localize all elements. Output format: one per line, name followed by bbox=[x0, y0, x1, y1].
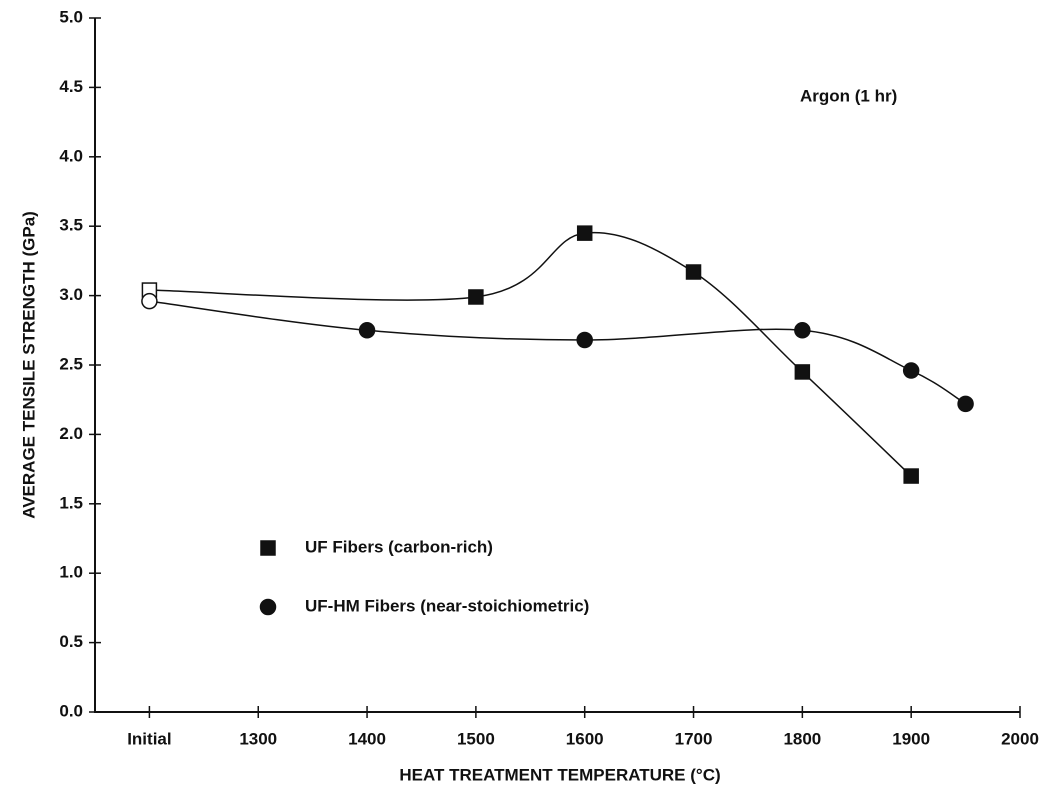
y-tick-label: 0.5 bbox=[59, 632, 83, 651]
fit-curve bbox=[149, 231, 912, 477]
legend-marker bbox=[260, 540, 276, 556]
y-tick-label: 3.0 bbox=[59, 285, 83, 304]
annotation: Argon (1 hr) bbox=[800, 86, 897, 105]
y-axis-label: AVERAGE TENSILE STRENGTH (GPa) bbox=[19, 211, 38, 519]
x-tick-label: 2000 bbox=[1001, 729, 1039, 748]
legend-label: UF-HM Fibers (near-stoichiometric) bbox=[305, 596, 589, 615]
y-tick-label: 3.5 bbox=[59, 216, 83, 235]
y-tick-label: 5.0 bbox=[59, 7, 83, 26]
x-axis-label: HEAT TREATMENT TEMPERATURE (°C) bbox=[399, 765, 720, 784]
marker bbox=[957, 395, 974, 413]
marker bbox=[903, 468, 919, 484]
y-tick-label: 4.0 bbox=[59, 146, 83, 165]
marker bbox=[468, 289, 484, 305]
y-tick-label: 2.5 bbox=[59, 354, 83, 373]
x-tick-label: Initial bbox=[127, 729, 171, 748]
x-tick-label: 1500 bbox=[457, 729, 495, 748]
x-tick-label: 1600 bbox=[566, 729, 604, 748]
legend-label: UF Fibers (carbon-rich) bbox=[305, 537, 493, 556]
marker bbox=[576, 225, 593, 241]
y-tick-label: 1.5 bbox=[59, 493, 83, 512]
legend-marker bbox=[259, 598, 277, 616]
x-tick-label: 1400 bbox=[348, 729, 386, 748]
x-tick-label: 1900 bbox=[892, 729, 930, 748]
y-tick-label: 2.0 bbox=[59, 424, 83, 443]
x-tick-label: 1800 bbox=[783, 729, 821, 748]
y-tick-label: 4.5 bbox=[59, 77, 83, 96]
marker bbox=[902, 362, 920, 379]
y-tick-label: 1.0 bbox=[59, 563, 83, 582]
marker bbox=[358, 322, 376, 339]
x-tick-label: 1700 bbox=[675, 729, 713, 748]
marker bbox=[141, 292, 158, 310]
marker bbox=[794, 322, 811, 339]
y-tick-label: 0.0 bbox=[59, 701, 83, 720]
marker bbox=[794, 364, 811, 380]
marker bbox=[685, 264, 702, 280]
marker bbox=[576, 331, 593, 349]
x-tick-label: 1300 bbox=[239, 729, 277, 748]
fit-curve bbox=[149, 300, 966, 405]
